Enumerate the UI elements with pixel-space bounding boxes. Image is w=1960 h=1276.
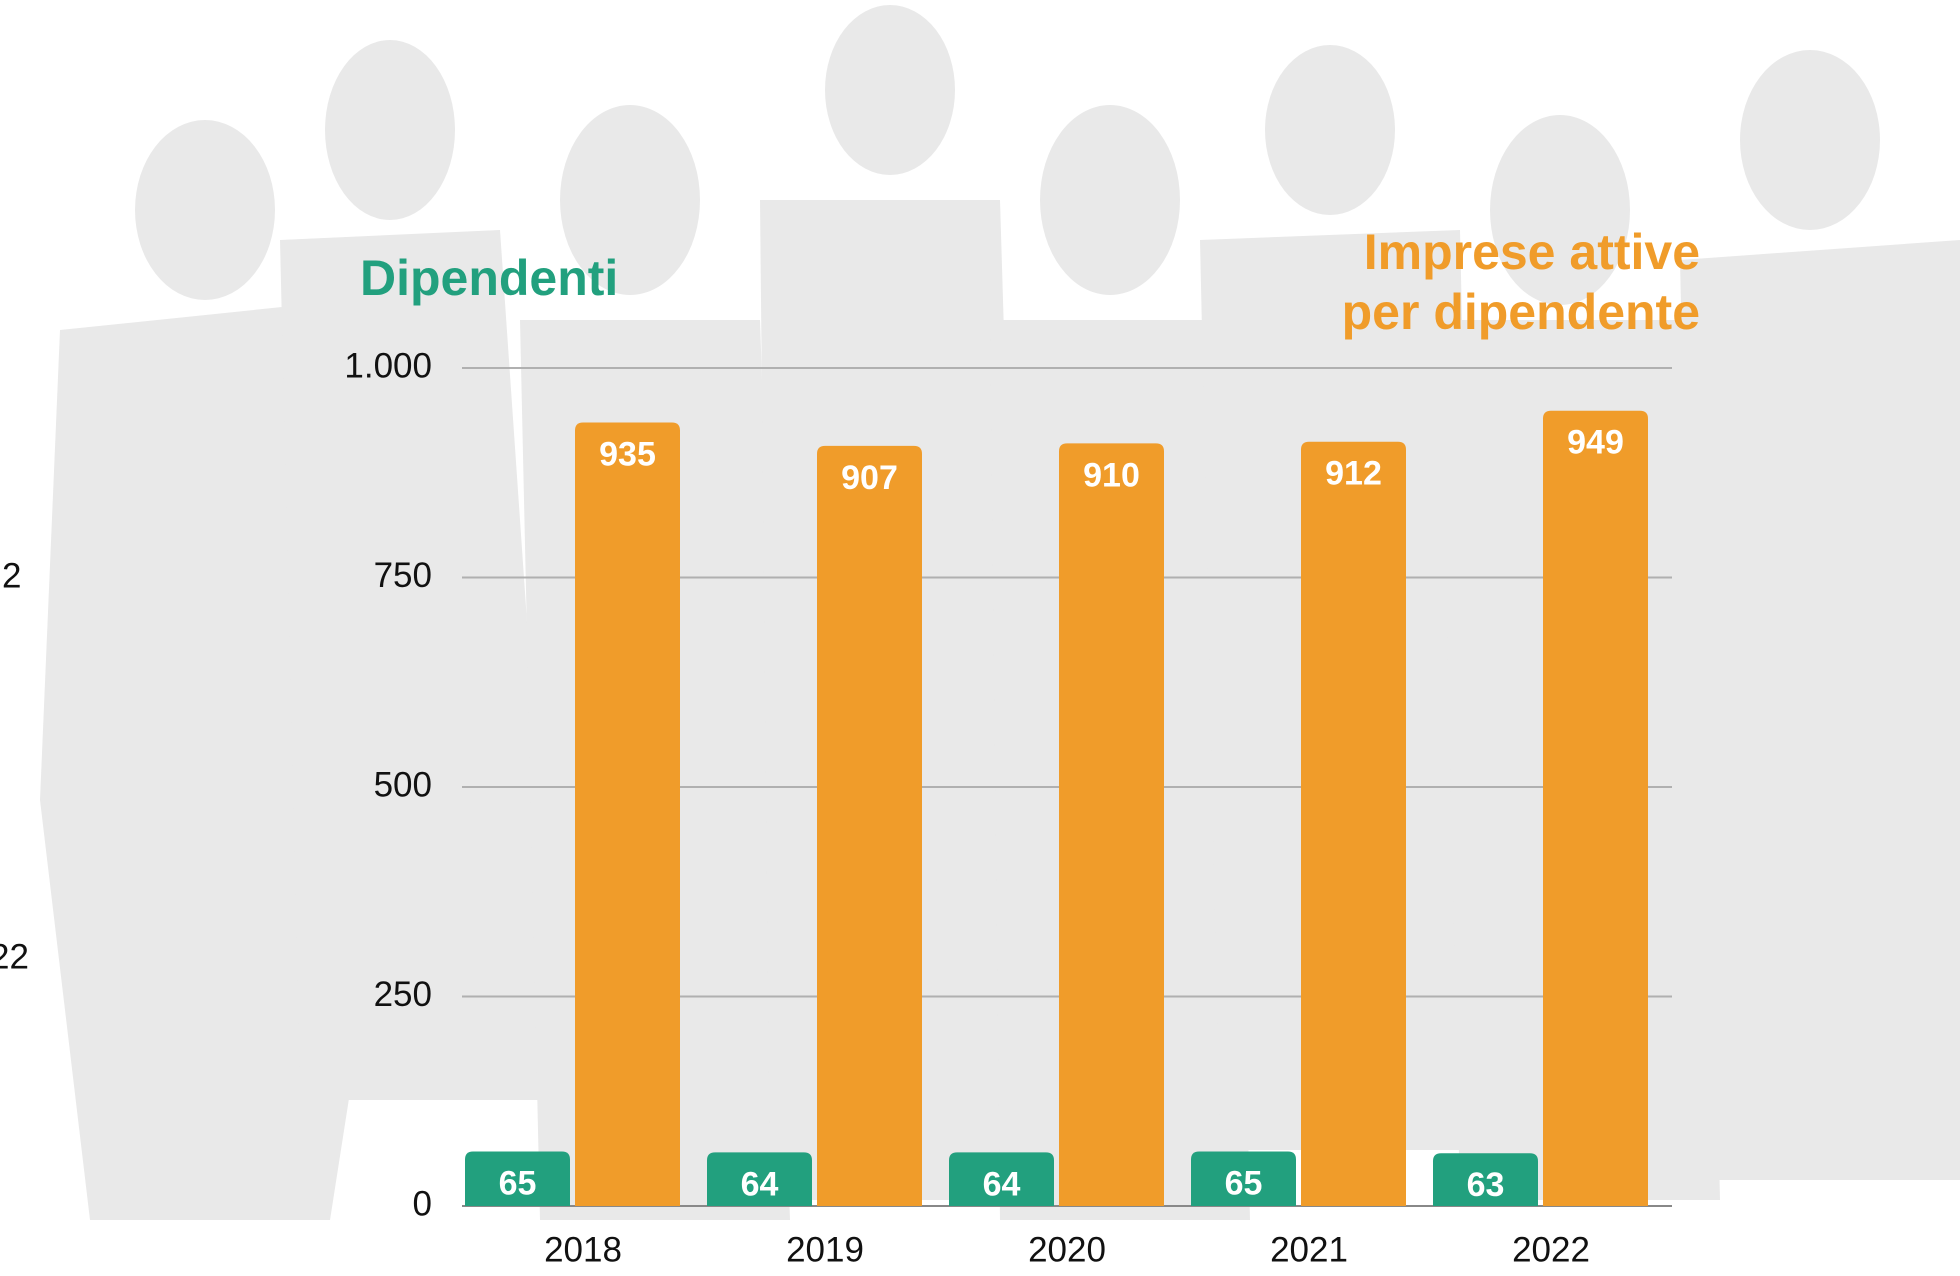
- value-label: 910: [1083, 456, 1140, 494]
- bar: [1059, 443, 1164, 1206]
- value-label: 64: [741, 1165, 779, 1203]
- value-label: 65: [499, 1165, 537, 1203]
- x-tick-label: 2018: [544, 1230, 622, 1269]
- value-label: 912: [1325, 455, 1382, 493]
- x-tick-label: 2019: [786, 1230, 864, 1269]
- cropped-label: 2: [2, 556, 21, 595]
- y-tick-label: 500: [374, 765, 432, 804]
- chart: 02505007501.0002018659352019649072020649…: [0, 0, 1960, 1276]
- value-label: 949: [1567, 424, 1624, 462]
- cropped-label: 22: [0, 937, 29, 976]
- x-tick-label: 2022: [1512, 1230, 1590, 1269]
- legend-entry: Imprese attive per dipendente: [1300, 222, 1700, 342]
- value-label: 65: [1225, 1165, 1263, 1203]
- value-label: 907: [841, 459, 898, 497]
- bar: [1543, 411, 1648, 1206]
- page: 02505007501.0002018659352019649072020649…: [0, 0, 1960, 1276]
- bar: [575, 422, 680, 1206]
- x-tick-label: 2021: [1270, 1230, 1348, 1269]
- bar: [817, 446, 922, 1206]
- y-tick-label: 250: [374, 975, 432, 1014]
- value-label: 64: [983, 1165, 1021, 1203]
- value-label: 935: [599, 435, 656, 473]
- value-label: 63: [1467, 1166, 1505, 1204]
- y-tick-label: 750: [374, 556, 432, 595]
- y-tick-label: 0: [413, 1184, 432, 1223]
- legend-entry: Dipendenti: [360, 248, 618, 308]
- y-tick-label: 1.000: [344, 346, 432, 385]
- background-silhouettes: [40, 5, 1960, 1220]
- x-tick-label: 2020: [1028, 1230, 1106, 1269]
- bar: [1301, 442, 1406, 1206]
